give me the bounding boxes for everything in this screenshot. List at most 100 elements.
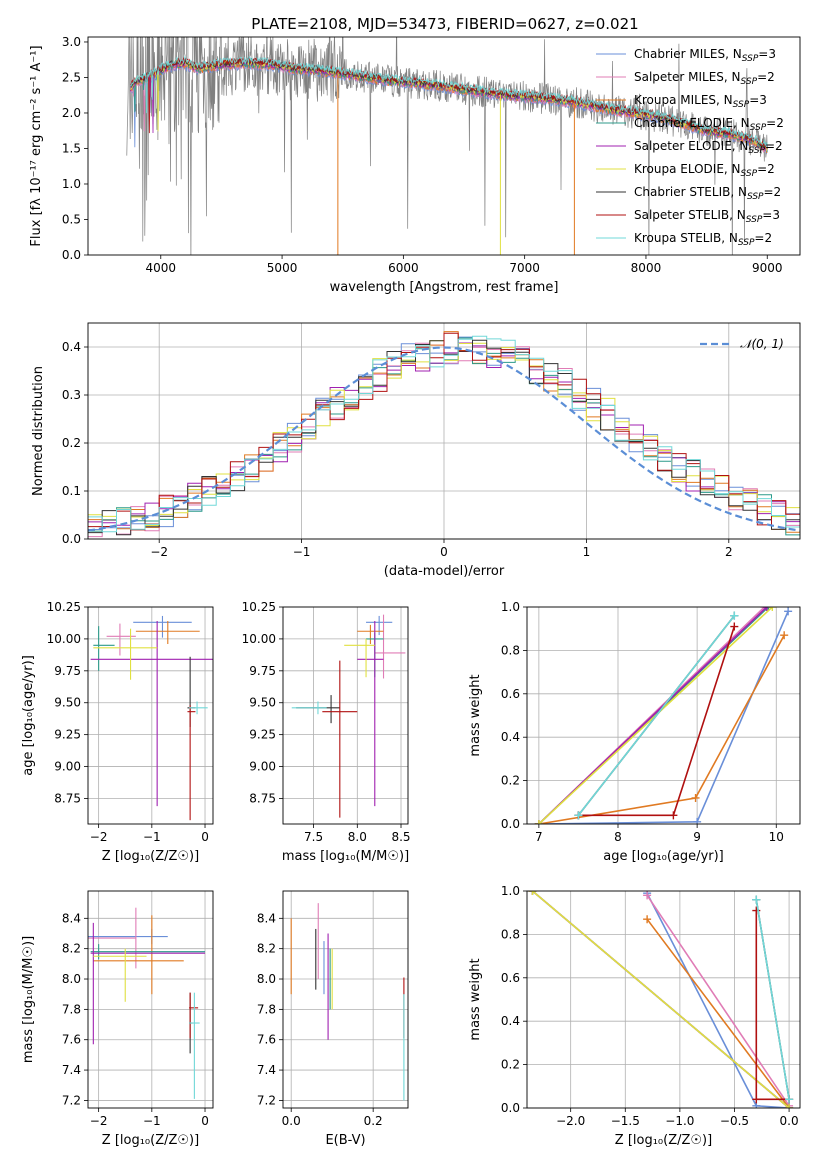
mass-weight-marker <box>752 906 761 915</box>
x-axis-label: Z [log₁₀(Z/Z☉)] <box>615 1133 712 1148</box>
x-tick-label: −2 <box>150 545 168 559</box>
mass-weight-marker <box>574 811 583 820</box>
x-tick-label: 10 <box>769 830 784 844</box>
mass-weight-marker <box>693 817 702 824</box>
legend-suffix: =2 <box>757 70 775 84</box>
x-tick-label: −2 <box>90 1114 108 1128</box>
axes-frame <box>526 606 801 825</box>
x-tick-label: 0.0 <box>282 1114 301 1128</box>
age-vs-mass-panel: 7.5 8.0 8.5 8.75 9.00 9.25 9.50 9.75 10.00 10.25 m… <box>242 600 411 864</box>
x-tick-label: −1 <box>143 830 161 844</box>
x-axis-label: mass [log₁₀(M/M☉)] <box>282 849 409 864</box>
y-tick-label: 7.2 <box>257 1093 276 1107</box>
x-tick-label: 5000 <box>267 261 298 275</box>
weight-vs-age-panel: 7 8 9 10 0.0 0.2 0.4 0.6 0.8 1.0 age [log₁₀(age/yr… <box>468 600 801 864</box>
x-tick-label: 1 <box>583 545 591 559</box>
y-tick-label: 0.3 <box>62 388 81 402</box>
mass-weight-marker <box>528 891 537 895</box>
figure-title: PLATE=2108, MJD=53473, FIBERID=0627, z=0… <box>251 15 638 33</box>
y-tick-label: 1.0 <box>62 177 81 191</box>
y-axis-label: mass weight <box>468 958 483 1040</box>
mass-weight-line <box>755 899 790 1100</box>
legend-entry: Salpeter STELIB, NSSP=3 <box>634 208 780 225</box>
x-axis-label: Z [log₁₀(Z/Z☉)] <box>102 849 199 864</box>
x-tick-label: 2 <box>725 545 733 559</box>
y-tick-label: 0.2 <box>501 774 520 788</box>
x-tick-label: −0.5 <box>720 1114 749 1128</box>
x-axis-label: age [log₁₀(age/yr)] <box>603 849 724 864</box>
y-tick-label: 7.2 <box>62 1093 81 1107</box>
mass-weight-marker <box>785 1095 794 1104</box>
y-tick-label: 7.6 <box>62 1033 81 1047</box>
y-tick-label: 10.00 <box>47 632 81 646</box>
legend-suffix: =2 <box>766 116 784 130</box>
y-tick-label: 7.4 <box>62 1063 81 1077</box>
axes-frame <box>282 890 409 1109</box>
y-tick-label: 9.00 <box>54 760 81 774</box>
legend-subscript: SSP <box>747 192 764 202</box>
mass-weight-marker <box>691 793 700 802</box>
y-tick-label: 2.5 <box>62 70 81 84</box>
legend-subscript: SSP <box>746 215 763 225</box>
x-tick-label: 9000 <box>752 261 783 275</box>
plot-area <box>90 615 213 821</box>
legend-suffix: =3 <box>758 47 776 61</box>
mass-weight-marker <box>730 622 739 631</box>
x-axis-label: (data-model)/error <box>384 564 505 579</box>
x-axis-label: wavelength [Angstrom, rest frame] <box>330 280 559 295</box>
y-tick-label: 0.4 <box>501 730 520 744</box>
x-tick-label: 0.2 <box>364 1114 383 1128</box>
legend-suffix: =3 <box>762 208 780 222</box>
legend-subscript: SSP <box>738 238 755 248</box>
y-tick-label: 10.25 <box>242 600 276 614</box>
legend-entry: Kroupa ELODIE, NSSP=2 <box>634 162 775 179</box>
x-tick-label: 8000 <box>631 261 662 275</box>
y-tick-label: 9.50 <box>249 696 276 710</box>
legend-entry: Chabrier STELIB, NSSP=2 <box>634 185 781 202</box>
y-axis-label: Normed distribution <box>31 366 46 496</box>
y-tick-label: 9.00 <box>249 760 276 774</box>
normal-distribution-curve <box>88 346 800 532</box>
legend: Chabrier MILES, NSSP=3 Salpeter MILES, NS… <box>596 47 784 248</box>
y-tick-label: 0.6 <box>501 971 520 985</box>
mass-weight-marker <box>752 895 761 904</box>
y-axis-label: Flux [fλ 10⁻¹⁷ erg cm⁻² s⁻¹ A⁻¹] <box>29 45 44 246</box>
spectrum-panel: 4000 5000 6000 7000 8000 9000 0.0 0.5 1.0 1.5 2.0 2… <box>29 35 801 295</box>
mass-weight-marker <box>534 820 543 824</box>
y-tick-label: 8.2 <box>62 942 81 956</box>
y-tick-label: 0.4 <box>501 1014 520 1028</box>
y-axis-label: mass [log₁₀(M/M☉)] <box>21 936 36 1063</box>
y-tick-label: 9.50 <box>54 696 81 710</box>
mass-weight-marker <box>730 611 739 620</box>
mass-weight-line <box>646 918 790 1108</box>
plot-area <box>290 903 405 1101</box>
mass-weight-marker <box>784 607 793 616</box>
mass-vs-ebv-panel: 0.0 0.2 7.2 7.4 7.6 7.8 8.0 8.2 8.4 E(B-V) <box>257 890 409 1148</box>
mass-weight-marker <box>762 607 771 611</box>
legend-entry: Salpeter ELODIE, NSSP=2 <box>634 139 783 156</box>
y-tick-label: 9.25 <box>54 728 81 742</box>
axes-frame <box>87 36 801 256</box>
x-tick-label: 8 <box>614 830 622 844</box>
x-axis-label: E(B-V) <box>325 1133 365 1148</box>
plot-area <box>534 607 793 824</box>
y-tick-label: 0.8 <box>501 643 520 657</box>
legend-entry: Salpeter MILES, NSSP=2 <box>634 70 775 87</box>
y-tick-label: 2.0 <box>62 106 81 120</box>
x-tick-label: 6000 <box>388 261 419 275</box>
y-tick-label: 10.25 <box>47 600 81 614</box>
y-tick-label: 8.4 <box>257 911 276 925</box>
mass-weight-line <box>538 610 789 824</box>
y-tick-label: 8.75 <box>249 791 276 805</box>
y-tick-label: 7.6 <box>257 1033 276 1047</box>
model-spectrum-line <box>130 55 768 148</box>
legend-subscript: SSP <box>748 146 765 156</box>
y-tick-label: 0.5 <box>62 212 81 226</box>
mass-vs-metallicity-panel: −2 −1 0 7.2 7.4 7.6 7.8 8.0 8.2 8.4 Z [log₁₀(Z/Z☉)… <box>21 890 214 1148</box>
plot-area <box>88 907 206 1099</box>
legend-entry: Chabrier MILES, NSSP=3 <box>634 47 776 64</box>
y-tick-label: 9.75 <box>54 664 81 678</box>
axes-frame <box>282 606 409 825</box>
y-tick-label: 7.8 <box>257 1002 276 1016</box>
